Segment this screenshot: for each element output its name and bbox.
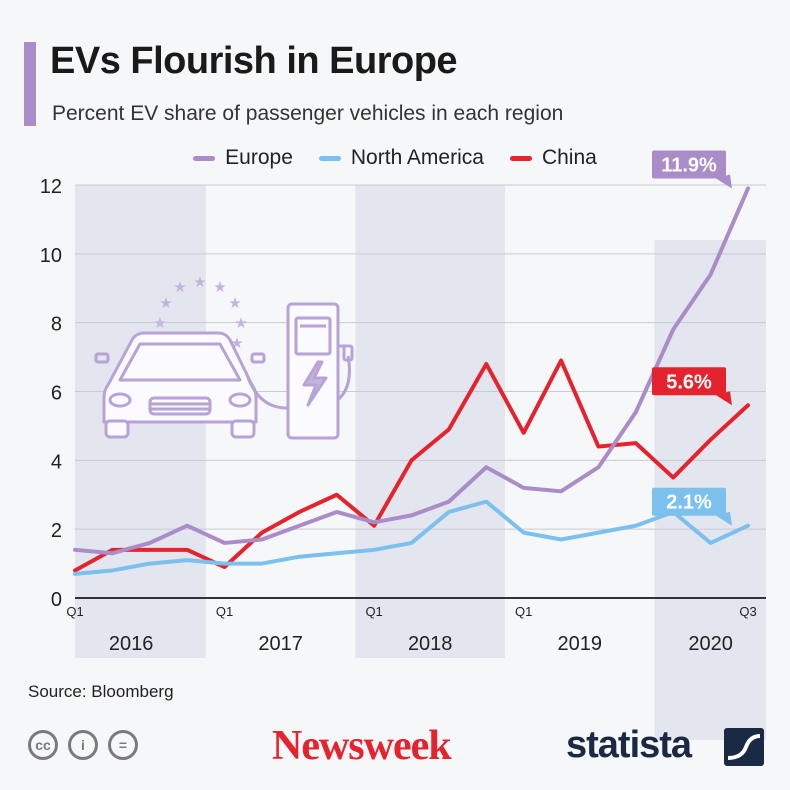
chart-subtitle: Percent EV share of passenger vehicles i… (52, 102, 564, 125)
x-quarter-label: Q1 (515, 604, 532, 619)
x-quarter-label: Q1 (66, 604, 83, 619)
legend-item-europe: Europe (193, 146, 293, 170)
svg-text:★: ★ (173, 279, 186, 296)
end-label-pointer-europe (716, 174, 732, 189)
series-lines (73, 186, 750, 576)
x-year-label: 2020 (688, 633, 733, 655)
x-year-label: 2019 (558, 633, 603, 655)
end-label-box-north-america (652, 487, 726, 516)
legend-label-europe: Europe (225, 146, 293, 169)
y-tick-label: 8 (51, 314, 62, 336)
x-quarter-label: Q3 (739, 604, 756, 619)
statista-logo-icon[interactable] (724, 728, 764, 766)
end-label-china: 5.6% (666, 371, 712, 393)
legend-item-china: China (509, 146, 597, 170)
license-icons: cc i = (28, 730, 138, 760)
statista-logo-text[interactable]: statista (566, 724, 692, 766)
svg-text:★: ★ (213, 279, 226, 296)
end-label-box-europe (652, 150, 726, 179)
attribution-icon[interactable]: i (68, 730, 98, 760)
x-quarter-label: Q1 (365, 604, 382, 619)
legend-item-north-america: North America (318, 146, 484, 170)
end-label-box-china (652, 367, 726, 396)
chart-legend: Europe North America China (0, 146, 790, 170)
y-tick-label: 4 (51, 451, 62, 473)
x-quarter-label: Q1 (216, 604, 233, 619)
axes: 0 2 4 6 8 10 12 Q1 Q1 Q1 Q1 Q3 2016 2017 2018 2019 2020 (40, 176, 757, 655)
x-year-label: 2018 (408, 633, 453, 655)
newsweek-logo[interactable]: Newsweek (272, 723, 452, 769)
x-year-label: 2017 (258, 633, 303, 655)
legend-swatch-europe (193, 155, 216, 161)
end-label-pointer-china (716, 391, 732, 406)
y-tick-label: 0 (51, 589, 62, 611)
legend-label-china: China (541, 146, 597, 169)
chart-title: EVs Flourish in Europe (50, 40, 458, 82)
svg-text:★: ★ (234, 315, 247, 332)
y-tick-label: 6 (51, 383, 62, 405)
year-bands (75, 185, 766, 741)
title-accent-bar (24, 42, 36, 126)
legend-label-north-america: North America (350, 146, 484, 169)
no-derivatives-icon[interactable]: = (108, 730, 138, 760)
source-note: Source: Bloomberg (28, 682, 174, 701)
end-value-labels: 11.9% 5.6% 2.1% (652, 150, 732, 526)
cc-icon[interactable]: cc (28, 730, 58, 760)
legend-swatch-north-america (318, 155, 341, 161)
y-tick-label: 2 (51, 520, 62, 542)
ev-charging-illustration: ★ ★ ★ ★ ★ ★ ★ ★ (94, 274, 354, 440)
year-band-2018 (355, 185, 505, 658)
y-tick-label: 10 (40, 245, 62, 267)
svg-text:★: ★ (193, 274, 206, 291)
end-label-europe: 11.9% (661, 154, 717, 176)
y-tick-label: 12 (40, 176, 62, 198)
end-label-pointer-north-america (716, 511, 732, 526)
legend-swatch-china (509, 155, 532, 161)
svg-text:★: ★ (153, 315, 166, 332)
svg-text:★: ★ (159, 295, 172, 312)
svg-text:★: ★ (228, 295, 241, 312)
end-label-north-america: 2.1% (666, 492, 712, 514)
x-year-label: 2016 (109, 633, 154, 655)
